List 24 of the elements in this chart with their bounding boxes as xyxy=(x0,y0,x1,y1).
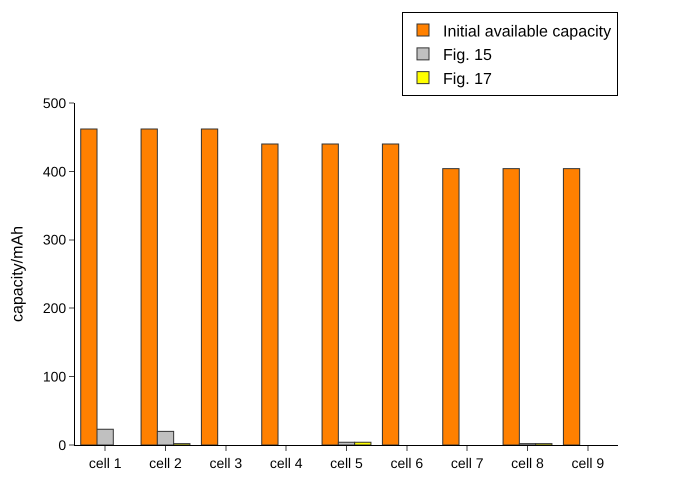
y-tick-label: 100 xyxy=(42,368,66,384)
y-tick-label: 400 xyxy=(42,163,66,180)
x-tick-label: cell 7 xyxy=(450,454,484,471)
y-tick-label: 500 xyxy=(42,94,66,111)
x-tick-label: cell 1 xyxy=(88,454,122,471)
bar xyxy=(200,128,218,445)
x-tick-label: cell 2 xyxy=(149,454,182,471)
y-tick-label: 200 xyxy=(42,300,66,316)
x-tick-label: cell 3 xyxy=(209,454,242,471)
legend-label: Fig. 17 xyxy=(443,70,492,88)
y-axis-title: capacity/mAh xyxy=(10,226,27,322)
y-tick-label: 300 xyxy=(42,232,66,248)
legend-label: Fig. 15 xyxy=(443,47,492,64)
x-tick-label: cell 4 xyxy=(270,454,303,471)
legend-label: Initial available capacity xyxy=(443,23,612,40)
bar xyxy=(562,168,580,445)
y-tick-label: 0 xyxy=(58,436,66,453)
x-tick-label: cell 6 xyxy=(390,454,424,471)
x-tick-label: cell 9 xyxy=(571,454,604,471)
bar xyxy=(261,144,279,445)
x-tick-label: cell 8 xyxy=(511,454,544,471)
x-tick-label: cell 5 xyxy=(330,454,364,471)
bar xyxy=(442,168,460,445)
bar xyxy=(382,144,400,445)
